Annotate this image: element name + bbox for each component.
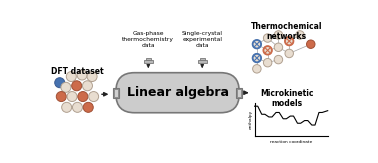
Text: Microkinetic
models: Microkinetic models — [260, 89, 314, 108]
Circle shape — [77, 70, 87, 80]
Circle shape — [253, 40, 261, 48]
Bar — [114, 89, 118, 97]
Circle shape — [253, 65, 261, 73]
Text: Gas-phase
thermochemistry
data: Gas-phase thermochemistry data — [122, 31, 174, 48]
Text: Thermochemical
networks: Thermochemical networks — [251, 22, 323, 41]
Circle shape — [285, 37, 293, 45]
Circle shape — [82, 81, 93, 91]
Text: Linear algebra: Linear algebra — [127, 86, 229, 99]
Circle shape — [285, 49, 293, 58]
Bar — [198, 60, 207, 63]
Circle shape — [62, 102, 72, 112]
Circle shape — [274, 55, 283, 64]
Bar — [113, 88, 119, 98]
Circle shape — [55, 78, 65, 88]
Circle shape — [73, 102, 82, 112]
Circle shape — [83, 102, 93, 112]
Circle shape — [274, 43, 283, 52]
Circle shape — [61, 82, 71, 92]
Circle shape — [67, 92, 77, 102]
Text: enthalpy: enthalpy — [249, 110, 253, 129]
Bar — [200, 58, 205, 60]
Circle shape — [56, 92, 66, 102]
Bar — [144, 60, 153, 63]
Circle shape — [263, 46, 272, 55]
FancyBboxPatch shape — [116, 73, 239, 113]
Text: Single-crystal
experimental
data: Single-crystal experimental data — [182, 31, 223, 48]
Circle shape — [307, 40, 315, 48]
Text: DFT dataset: DFT dataset — [51, 67, 104, 76]
Circle shape — [263, 34, 272, 42]
Circle shape — [296, 31, 304, 39]
Bar — [146, 58, 151, 60]
Circle shape — [253, 54, 261, 62]
Bar — [237, 89, 241, 97]
Text: reaction coordinate: reaction coordinate — [270, 140, 312, 144]
Circle shape — [263, 59, 272, 67]
Circle shape — [66, 72, 76, 82]
Circle shape — [88, 92, 99, 102]
Circle shape — [274, 31, 283, 39]
Circle shape — [87, 72, 97, 82]
Bar — [237, 88, 242, 98]
Circle shape — [78, 92, 88, 102]
Circle shape — [72, 81, 82, 91]
